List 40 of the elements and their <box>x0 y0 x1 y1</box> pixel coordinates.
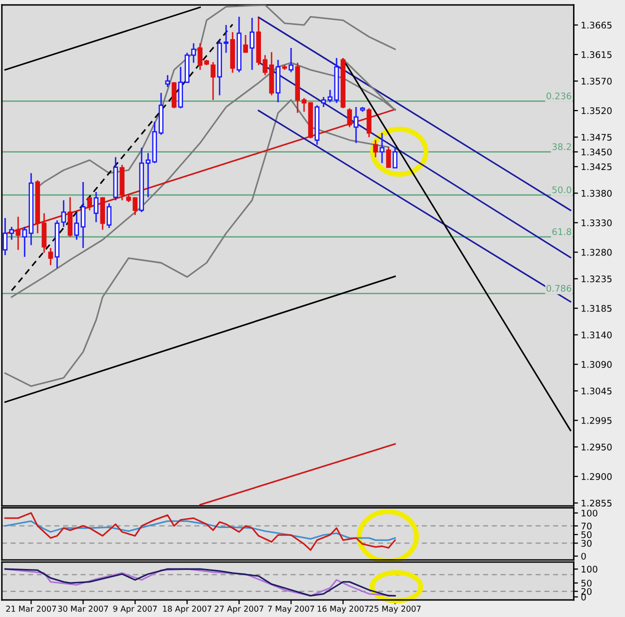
x-tick-label: 27 Apr 2007 <box>214 606 264 614</box>
y-tick-label: 1.3475 <box>582 134 612 141</box>
x-tick-label: 7 May 2007 <box>268 606 314 614</box>
y-tick-label: 1.2950 <box>582 444 612 450</box>
y-tick-label: 100 <box>582 510 598 517</box>
y-tick-label: 1.3450 <box>582 148 612 156</box>
y-tick-label: 1.3045 <box>582 388 612 394</box>
y-tick-label: 1.3425 <box>582 163 612 170</box>
y-tick-label: 100 <box>582 566 598 573</box>
y-tick-label: 0 <box>581 552 586 560</box>
y-tick-label: 1.2995 <box>582 417 612 424</box>
x-tick-label: 21 Mar 2007 <box>6 606 56 612</box>
y-tick-label: 1.3185 <box>582 304 612 312</box>
annotation: 50.0 <box>552 186 572 194</box>
y-tick-label: 1.3140 <box>582 332 612 338</box>
annotation: 38.2 <box>552 143 571 150</box>
x-tick-label: 25 May 2007 <box>369 606 421 614</box>
y-tick-label: 1.3280 <box>582 248 612 256</box>
x-tick-label: 16 May 2007 <box>318 606 369 614</box>
y-tick-label: 1.3235 <box>582 275 612 282</box>
y-tick-label: 1.3520 <box>582 107 612 114</box>
y-tick-label: 1.3330 <box>582 219 612 226</box>
y-tick-label: 1.2855 <box>582 500 612 507</box>
annotation: 0.786 <box>546 284 572 292</box>
annotation: 0.236 <box>546 92 572 100</box>
y-tick-label: 1.3380 <box>582 190 612 197</box>
y-tick-label: 30 <box>581 540 592 547</box>
y-tick-label: 50 <box>581 580 592 587</box>
y-tick-label: 1.3665 <box>582 22 612 29</box>
y-tick-label: 1.3615 <box>582 51 612 58</box>
y-tick-label: 1.2900 <box>582 473 612 480</box>
y-tick-label: 50 <box>581 531 592 538</box>
y-tick-label: 20 <box>581 588 592 595</box>
x-tick-label: 18 Apr 2007 <box>163 606 212 614</box>
x-tick-label: 9 Apr 2007 <box>113 606 157 614</box>
y-tick-label: 70 <box>581 522 592 530</box>
x-tick-label: 30 Mar 2007 <box>58 606 108 612</box>
y-tick-label: 1.3570 <box>582 78 612 85</box>
annotation: 61.8 <box>552 228 572 236</box>
y-tick-label: 1.3090 <box>582 361 612 368</box>
